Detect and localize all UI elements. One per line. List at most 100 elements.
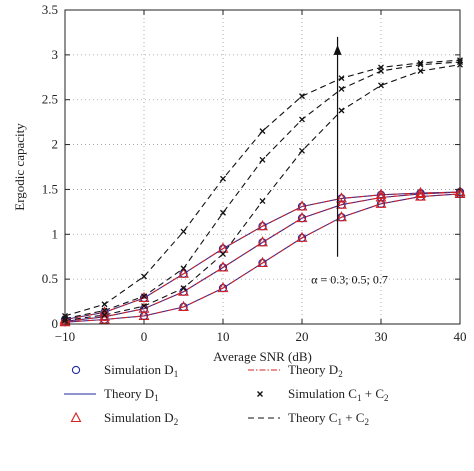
cross-marker — [417, 59, 424, 66]
cross-marker — [220, 251, 226, 257]
cross-marker — [101, 307, 108, 314]
series-line-dashed — [64, 64, 461, 321]
annotation-arrow-head — [333, 44, 342, 55]
series-line-dashdot — [64, 191, 461, 322]
triangle-marker — [138, 291, 150, 303]
triangle-marker — [70, 411, 82, 423]
legend-item: Theory D2 — [248, 362, 343, 379]
triangle-marker — [336, 211, 347, 222]
cross-marker — [220, 175, 226, 182]
cross-marker — [338, 107, 345, 114]
triangle-marker — [178, 300, 189, 312]
x-tick-label: −10 — [55, 329, 75, 344]
circle-marker — [71, 365, 81, 375]
cross-stroke — [101, 307, 108, 314]
legend-label-subscript: 2 — [338, 369, 343, 379]
series-line-dashdot — [64, 191, 461, 320]
cross-marker — [259, 156, 266, 163]
cross-stroke — [338, 85, 345, 92]
cross-stroke — [101, 301, 108, 308]
legend-item: Simulation C1 + C2 — [257, 386, 389, 403]
series-markers-cross — [62, 61, 463, 324]
series-layer — [59, 57, 466, 327]
legend-label-text: Theory D — [288, 362, 338, 377]
cross-stroke — [417, 59, 424, 66]
cross-marker — [378, 82, 384, 89]
cross-stroke — [259, 156, 266, 163]
triangle-marker — [296, 231, 308, 242]
cross-stroke — [417, 68, 424, 74]
legend-label-subscript: 2 — [174, 417, 179, 427]
cross-stroke — [338, 75, 345, 82]
legend-label: Theory D2 — [288, 362, 343, 379]
triangle-marker — [296, 200, 308, 211]
triangle-marker — [178, 285, 189, 296]
legend-label-subscript: 1 — [174, 369, 179, 379]
legend-label-subscript: 1 — [357, 393, 362, 403]
y-tick-label: 0 — [52, 316, 59, 331]
triangle-marker — [375, 188, 387, 199]
cross-marker — [257, 391, 263, 397]
triangle-marker — [296, 211, 308, 223]
series-line-dashed — [64, 59, 461, 317]
cross-stroke — [299, 147, 305, 154]
legend-label-subscript: 1 — [337, 417, 342, 427]
series-line-solid — [64, 191, 461, 322]
triangle-marker — [99, 313, 110, 324]
legend-label-text: + C — [342, 410, 365, 425]
cross-marker — [180, 285, 187, 292]
legend-item: Simulation D1 — [71, 362, 179, 379]
legend-label-subscript: 1 — [154, 393, 159, 403]
legend-label: Theory C1 + C2 — [288, 410, 369, 427]
cross-marker — [417, 61, 424, 68]
x-tick-label: 20 — [296, 329, 309, 344]
series-markers-triangle — [59, 185, 466, 326]
cross-stroke — [141, 273, 147, 280]
y-tick-label: 1 — [52, 226, 59, 241]
y-tick-label: 0.5 — [42, 271, 58, 286]
grid — [65, 10, 460, 324]
cross-marker — [259, 128, 266, 135]
series-markers-triangle — [59, 185, 466, 324]
triangle-marker — [217, 281, 229, 293]
y-tick-label: 2 — [52, 137, 59, 152]
legend-item: Simulation D2 — [70, 410, 178, 427]
series-line-solid — [64, 191, 461, 321]
plot-frame — [64, 9, 461, 325]
legend-label-text: Theory D — [104, 386, 154, 401]
cross-marker — [417, 68, 424, 74]
cross-stroke — [180, 228, 187, 235]
cross-stroke — [259, 128, 266, 135]
y-tick-label: 3.5 — [42, 2, 58, 17]
x-tick-label: 30 — [375, 329, 388, 344]
triangle-marker — [336, 198, 347, 209]
cross-stroke — [141, 303, 147, 310]
cross-stroke — [220, 209, 226, 216]
triangle-marker — [217, 242, 229, 253]
series-markers-circle — [60, 187, 465, 326]
cross-stroke — [378, 64, 384, 71]
triangle-marker — [257, 236, 268, 247]
cross-stroke — [180, 265, 187, 272]
cross-marker — [180, 228, 187, 235]
legend-label: Simulation D2 — [104, 410, 178, 427]
y-tick-label: 3 — [52, 47, 59, 62]
cross-marker — [378, 64, 384, 71]
legend-label-subscript: 2 — [384, 393, 389, 403]
legend-label-text: + C — [361, 386, 384, 401]
x-tick-label: 10 — [217, 329, 230, 344]
legend-label-text: Theory C — [288, 410, 337, 425]
alpha-annotation: α = 0.3; 0.5; 0.7 — [311, 36, 388, 287]
series-line-dashdot — [64, 193, 461, 323]
triangle-marker — [257, 256, 268, 268]
annotation-text: α = 0.3; 0.5; 0.7 — [311, 273, 388, 287]
triangle-marker — [375, 197, 387, 208]
triangle-marker — [415, 190, 426, 201]
cross-stroke — [257, 391, 263, 397]
triangle-marker — [178, 267, 189, 278]
y-axis-label: Ergodic capacity — [12, 123, 27, 211]
cross-stroke — [299, 116, 305, 123]
